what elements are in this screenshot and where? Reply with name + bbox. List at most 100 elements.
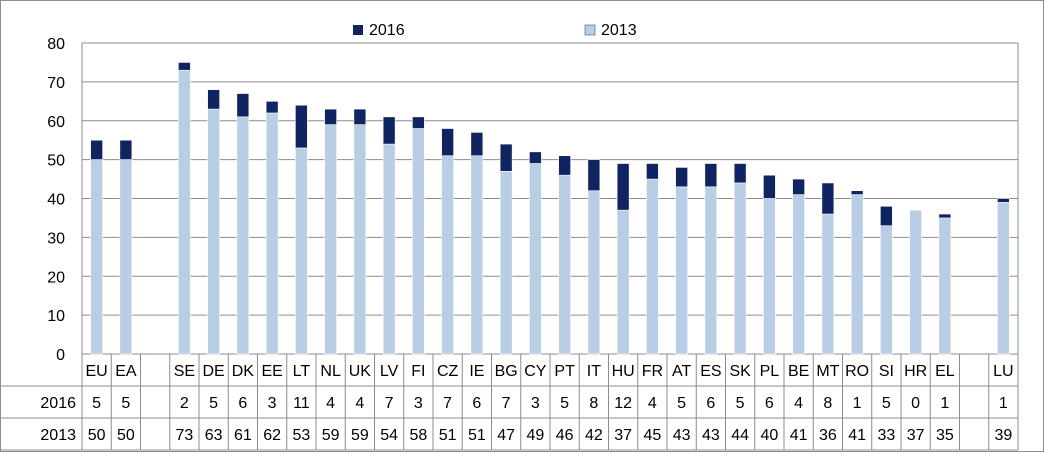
- table-cell: 53: [292, 427, 310, 444]
- table-cell: 2: [180, 395, 189, 412]
- bar-2013-de: [207, 108, 220, 355]
- bar-2013-nl: [324, 124, 337, 355]
- bar-2016-it: [587, 159, 601, 192]
- bar-2013-el: [938, 217, 952, 355]
- table-cell: 73: [175, 427, 193, 444]
- table-cell: 59: [351, 427, 369, 444]
- table-cell: 51: [468, 427, 486, 444]
- table-cell: 62: [263, 427, 281, 444]
- table-cell: 43: [702, 427, 720, 444]
- bar-2016-nl: [324, 108, 337, 125]
- bar-2016-lv: [382, 116, 396, 145]
- bar-2013-mt: [821, 213, 835, 355]
- category-label: CZ: [437, 363, 459, 380]
- bar-2013-ro: [850, 194, 864, 355]
- table-cell: 6: [706, 395, 715, 412]
- bar-2016-at: [675, 167, 688, 188]
- table-cell: 39: [994, 427, 1012, 444]
- bar-2013-ea: [119, 159, 133, 355]
- category-label: DE: [203, 363, 225, 380]
- bar-2016-cy: [529, 151, 542, 164]
- category-label: EA: [115, 363, 137, 380]
- table-cell: 4: [326, 395, 335, 412]
- table-cell: 1: [999, 395, 1008, 412]
- y-tick-label: 20: [47, 269, 65, 286]
- table-cell: 49: [526, 427, 544, 444]
- table-cell: 5: [92, 395, 101, 412]
- bar-2016-si: [880, 205, 893, 227]
- table-cell: 5: [209, 395, 218, 412]
- category-label: BE: [788, 363, 809, 380]
- bar-2013-lv: [382, 143, 396, 355]
- category-label: ES: [700, 363, 721, 380]
- category-label: NL: [320, 363, 341, 380]
- bar-2013-fi: [412, 128, 425, 355]
- category-label: LV: [380, 363, 399, 380]
- bar-2016-de: [207, 89, 220, 110]
- bar-2013-se: [178, 69, 191, 355]
- bar-2013-es: [704, 186, 718, 355]
- table-cell: 4: [648, 395, 657, 412]
- category-label: UK: [349, 363, 372, 380]
- legend-swatch-2016: [353, 25, 363, 35]
- table-cell: 7: [502, 395, 511, 412]
- bar-2013-si: [880, 225, 893, 355]
- table-cell: 41: [848, 427, 866, 444]
- table-cell: 3: [414, 395, 423, 412]
- bar-2013-lu: [997, 202, 1010, 355]
- table-cell: 37: [907, 427, 925, 444]
- bar-2013-be: [792, 194, 805, 355]
- category-label: EE: [261, 363, 282, 380]
- bar-2016-dk: [236, 93, 250, 118]
- table-row-label: 2013: [40, 427, 76, 444]
- table-cell: 47: [497, 427, 515, 444]
- bar-2013-cy: [529, 163, 542, 355]
- table-cell: 5: [736, 395, 745, 412]
- table-cell: 59: [322, 427, 340, 444]
- bar-2016-lu: [997, 198, 1010, 203]
- bar-2013-sk: [733, 182, 747, 355]
- table-cell: 8: [589, 395, 598, 412]
- bar-2016-fr: [646, 163, 659, 180]
- table-cell: 4: [794, 395, 803, 412]
- category-label: IT: [587, 363, 601, 380]
- table-cell: 40: [760, 427, 778, 444]
- table-cell: 36: [819, 427, 837, 444]
- table-cell: 43: [673, 427, 691, 444]
- bar-2013-lt: [295, 147, 308, 355]
- table-cell: 1: [940, 395, 949, 412]
- category-label: BG: [495, 363, 518, 380]
- table-cell: 42: [585, 427, 603, 444]
- y-tick-label: 60: [47, 114, 65, 131]
- table-cell: 45: [643, 427, 661, 444]
- bar-2016-se: [178, 62, 191, 71]
- table-cell: 6: [765, 395, 774, 412]
- table-cell: 41: [790, 427, 808, 444]
- table-row-label: 2016: [40, 395, 76, 412]
- bar-2016-bg: [499, 143, 513, 172]
- table-cell: 51: [439, 427, 457, 444]
- category-label: DK: [232, 363, 255, 380]
- category-label: EU: [86, 363, 108, 380]
- table-cell: 5: [560, 395, 569, 412]
- category-label: FI: [411, 363, 425, 380]
- table-cell: 4: [355, 395, 364, 412]
- table-cell: 3: [531, 395, 540, 412]
- bar-2016-sk: [733, 163, 747, 184]
- y-tick-label: 30: [47, 230, 65, 247]
- bar-2013-cz: [441, 155, 454, 355]
- category-label: SK: [729, 363, 751, 380]
- table-cell: 63: [205, 427, 223, 444]
- bar-2016-be: [792, 178, 805, 195]
- legend-label-2013: 2013: [601, 22, 637, 39]
- category-label: SE: [174, 363, 195, 380]
- category-label: AT: [672, 363, 691, 380]
- bar-2016-ea: [119, 139, 133, 160]
- legend-label-2016: 2016: [369, 22, 405, 39]
- table-cell: 5: [677, 395, 686, 412]
- bar-2016-hu: [616, 163, 630, 211]
- bar-2016-fi: [412, 116, 425, 129]
- y-tick-label: 70: [47, 75, 65, 92]
